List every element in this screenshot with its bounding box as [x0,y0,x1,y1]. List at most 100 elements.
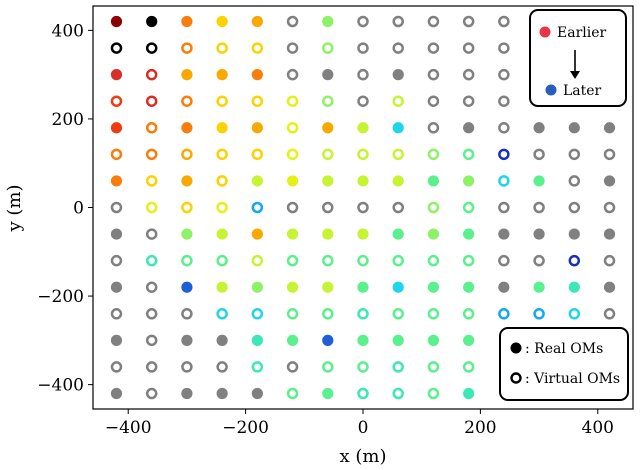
real-om-point [251,69,263,81]
virtual-om-point [145,334,158,347]
x-tick-label: 200 [464,418,496,438]
real-om-point [251,334,263,346]
virtual-om-point [181,254,193,267]
virtual-om-point [145,201,158,214]
virtual-om-point [357,42,369,54]
real-om-point [392,175,404,187]
virtual-om-point [357,254,369,267]
virtual-om-point [427,201,440,214]
real-om-point [110,175,123,187]
real-om-point [181,387,193,400]
virtual-om-point [216,148,228,161]
real-om-point [603,228,616,240]
legend-om-type: : Real OMs : Virtual OMs [499,327,629,401]
x-tick-label: 400 [582,418,614,438]
real-om-point [110,122,123,134]
virtual-om-point [498,15,510,28]
virtual-om-point [110,254,123,267]
y-tick-label: 200 [52,110,84,130]
virtual-om-point [462,201,475,214]
real-om-point [357,334,369,346]
virtual-om-point [533,201,545,214]
virtual-om-point [462,361,475,373]
virtual-om-point [392,361,404,373]
real-om-point [322,122,334,134]
virtual-om-point [286,254,299,267]
virtual-om-point [498,201,510,214]
real-om-point [427,228,440,240]
virtual-om-point [568,308,581,320]
virtual-om-point [357,15,369,28]
real-om-point [322,15,334,28]
virtual-om-point [110,95,123,107]
later-label: Later [563,83,602,99]
virtual-om-point [286,42,299,54]
virtual-om-point [498,42,510,54]
real-om-point [357,281,369,293]
virtual-om-point [286,201,299,214]
virtual-om-point [216,95,228,107]
earlier-marker [539,26,551,38]
virtual-om-point [322,95,334,107]
x-axis-ticks: −400 −200 0 200 400 [105,409,614,438]
real-om-point [498,228,510,240]
legend-time-box [529,9,627,107]
real-om-point [322,281,334,293]
later-marker [545,84,557,96]
real-om-point [463,281,475,293]
virtual-om-point [251,42,264,54]
real-om-point [322,228,334,240]
data-points [110,15,616,400]
virtual-om-point [427,387,440,400]
real-om-point [392,228,404,240]
real-om-point [463,122,475,134]
legend-type-box [499,327,629,401]
virtual-om-point [568,175,581,187]
virtual-om-point [251,254,264,267]
real-om-point [533,122,545,134]
virtual-om-point [462,95,475,107]
virtual-om-point [427,122,440,134]
virtual-om-point [286,15,299,28]
real-om-point [568,281,580,293]
virtual-om-point [533,148,545,161]
virtual-om-point [427,15,440,28]
virtual-om-point [568,254,581,267]
real-om-point [533,281,545,293]
virtual-om-point [286,148,299,161]
real-om-point [181,228,193,240]
real-om-point [603,175,616,187]
real-om-point [251,281,263,293]
legend-time-order: Earlier Later [529,9,627,107]
virtual-om-point [392,387,404,400]
virtual-om-point [216,308,228,320]
real-om-point [322,69,334,81]
virtual-om-point [498,308,510,320]
virtual-om-point [603,254,616,267]
y-axis-ticks: −400 −200 0 200 400 [37,21,93,396]
virtual-om-point [357,148,369,161]
virtual-om-point [110,42,123,54]
virtual-om-point [181,148,193,161]
virtual-om-point [568,148,581,161]
virtual-om-point [392,148,404,161]
real-om-point [322,175,334,187]
virtual-om-label: : Virtual OMs [525,371,620,387]
virtual-om-point [110,201,123,214]
real-om-point [568,122,580,134]
virtual-om-point [427,95,440,107]
real-om-point [357,122,369,134]
real-om-point [533,228,545,240]
real-om-point [392,69,404,81]
virtual-om-point [392,95,404,107]
virtual-om-point [251,201,264,214]
real-om-point [146,15,158,28]
real-om-point [181,281,193,293]
real-om-point [110,15,123,28]
y-tick-label: −200 [37,287,84,307]
virtual-om-point [392,15,404,28]
real-om-point [357,175,369,187]
virtual-om-point [357,387,369,400]
virtual-om-point [357,201,369,214]
virtual-om-point [145,68,158,81]
